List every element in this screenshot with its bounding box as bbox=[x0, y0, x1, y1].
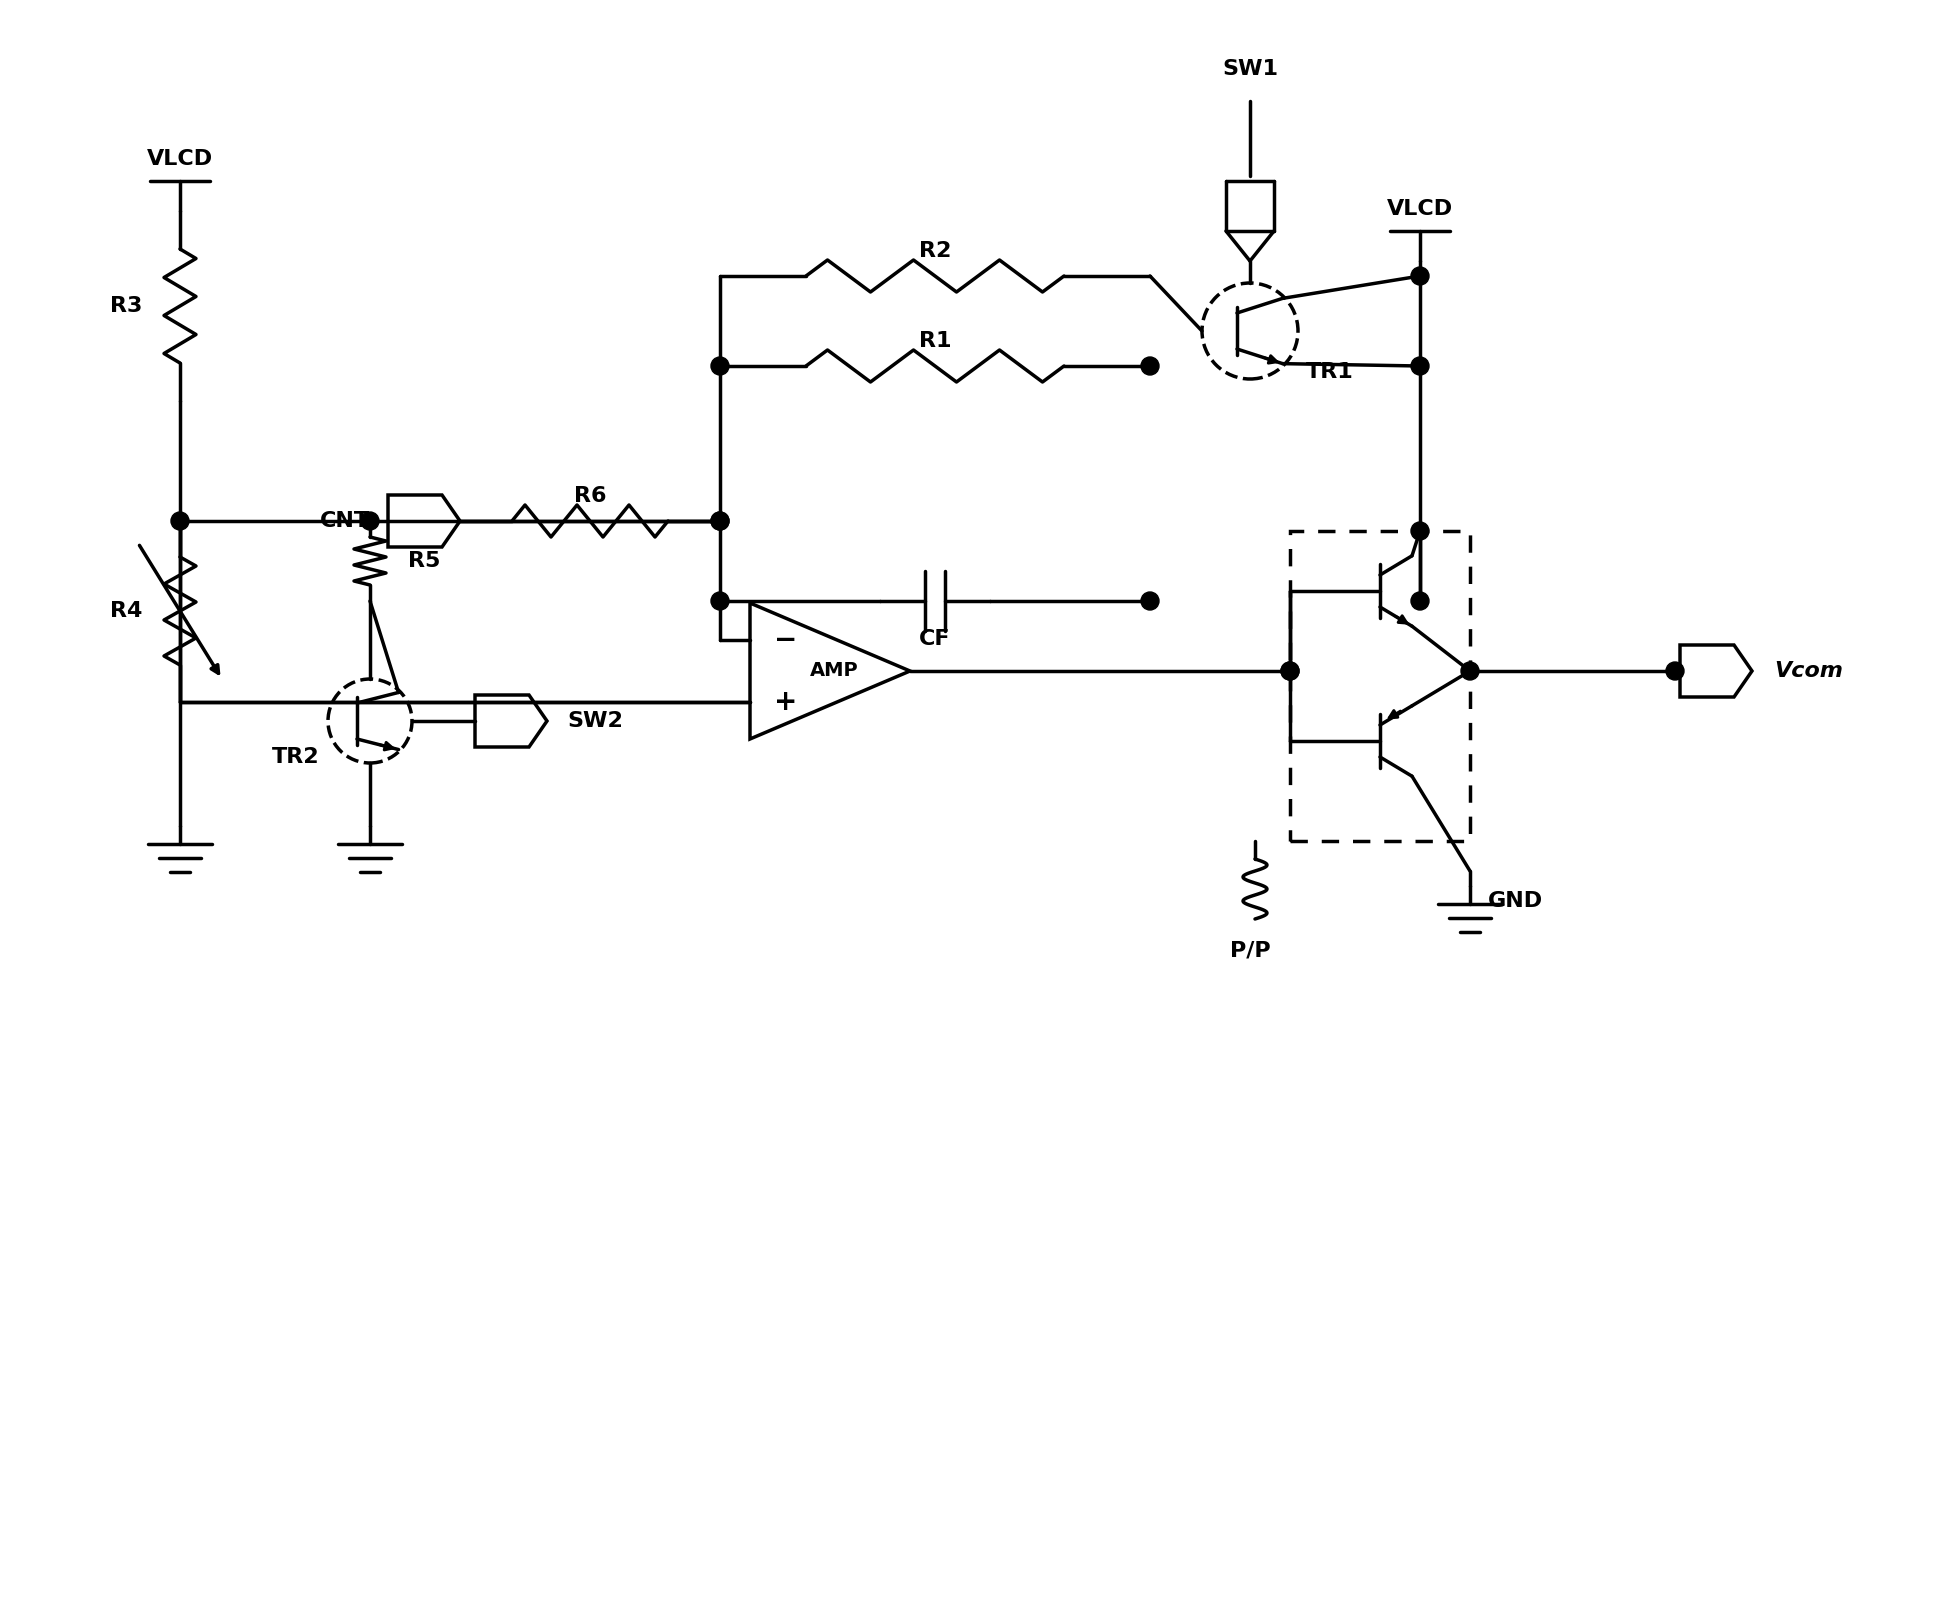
Text: TR1: TR1 bbox=[1305, 361, 1354, 383]
Circle shape bbox=[1280, 661, 1300, 679]
Text: SW1: SW1 bbox=[1222, 58, 1278, 79]
Circle shape bbox=[712, 592, 729, 609]
Text: P/P: P/P bbox=[1230, 942, 1271, 961]
Text: −: − bbox=[774, 626, 797, 655]
Text: GND: GND bbox=[1487, 892, 1543, 911]
Circle shape bbox=[1412, 592, 1429, 609]
Text: CF: CF bbox=[919, 629, 952, 648]
Circle shape bbox=[1665, 661, 1685, 679]
Circle shape bbox=[1141, 592, 1158, 609]
Text: VLCD: VLCD bbox=[147, 149, 213, 169]
Text: VLCD: VLCD bbox=[1387, 199, 1452, 219]
Text: R4: R4 bbox=[110, 601, 141, 621]
Text: CNT: CNT bbox=[319, 511, 369, 532]
Text: Vcom: Vcom bbox=[1773, 661, 1843, 681]
Text: AMP: AMP bbox=[810, 661, 859, 681]
Circle shape bbox=[1460, 661, 1480, 679]
Circle shape bbox=[1412, 357, 1429, 374]
Circle shape bbox=[1412, 267, 1429, 285]
Text: TR2: TR2 bbox=[273, 747, 319, 767]
Circle shape bbox=[1141, 357, 1158, 374]
Text: R1: R1 bbox=[919, 331, 952, 352]
Circle shape bbox=[1412, 522, 1429, 540]
Circle shape bbox=[362, 512, 379, 530]
Circle shape bbox=[712, 512, 729, 530]
Circle shape bbox=[170, 512, 190, 530]
Text: R3: R3 bbox=[110, 297, 141, 316]
Circle shape bbox=[1280, 661, 1300, 679]
Text: R5: R5 bbox=[408, 551, 441, 571]
Text: +: + bbox=[774, 687, 797, 715]
Text: SW2: SW2 bbox=[567, 712, 623, 731]
Bar bbox=[1290, 532, 1470, 841]
Circle shape bbox=[712, 357, 729, 374]
Text: R6: R6 bbox=[574, 486, 605, 506]
Text: R2: R2 bbox=[919, 242, 952, 261]
Circle shape bbox=[712, 512, 729, 530]
